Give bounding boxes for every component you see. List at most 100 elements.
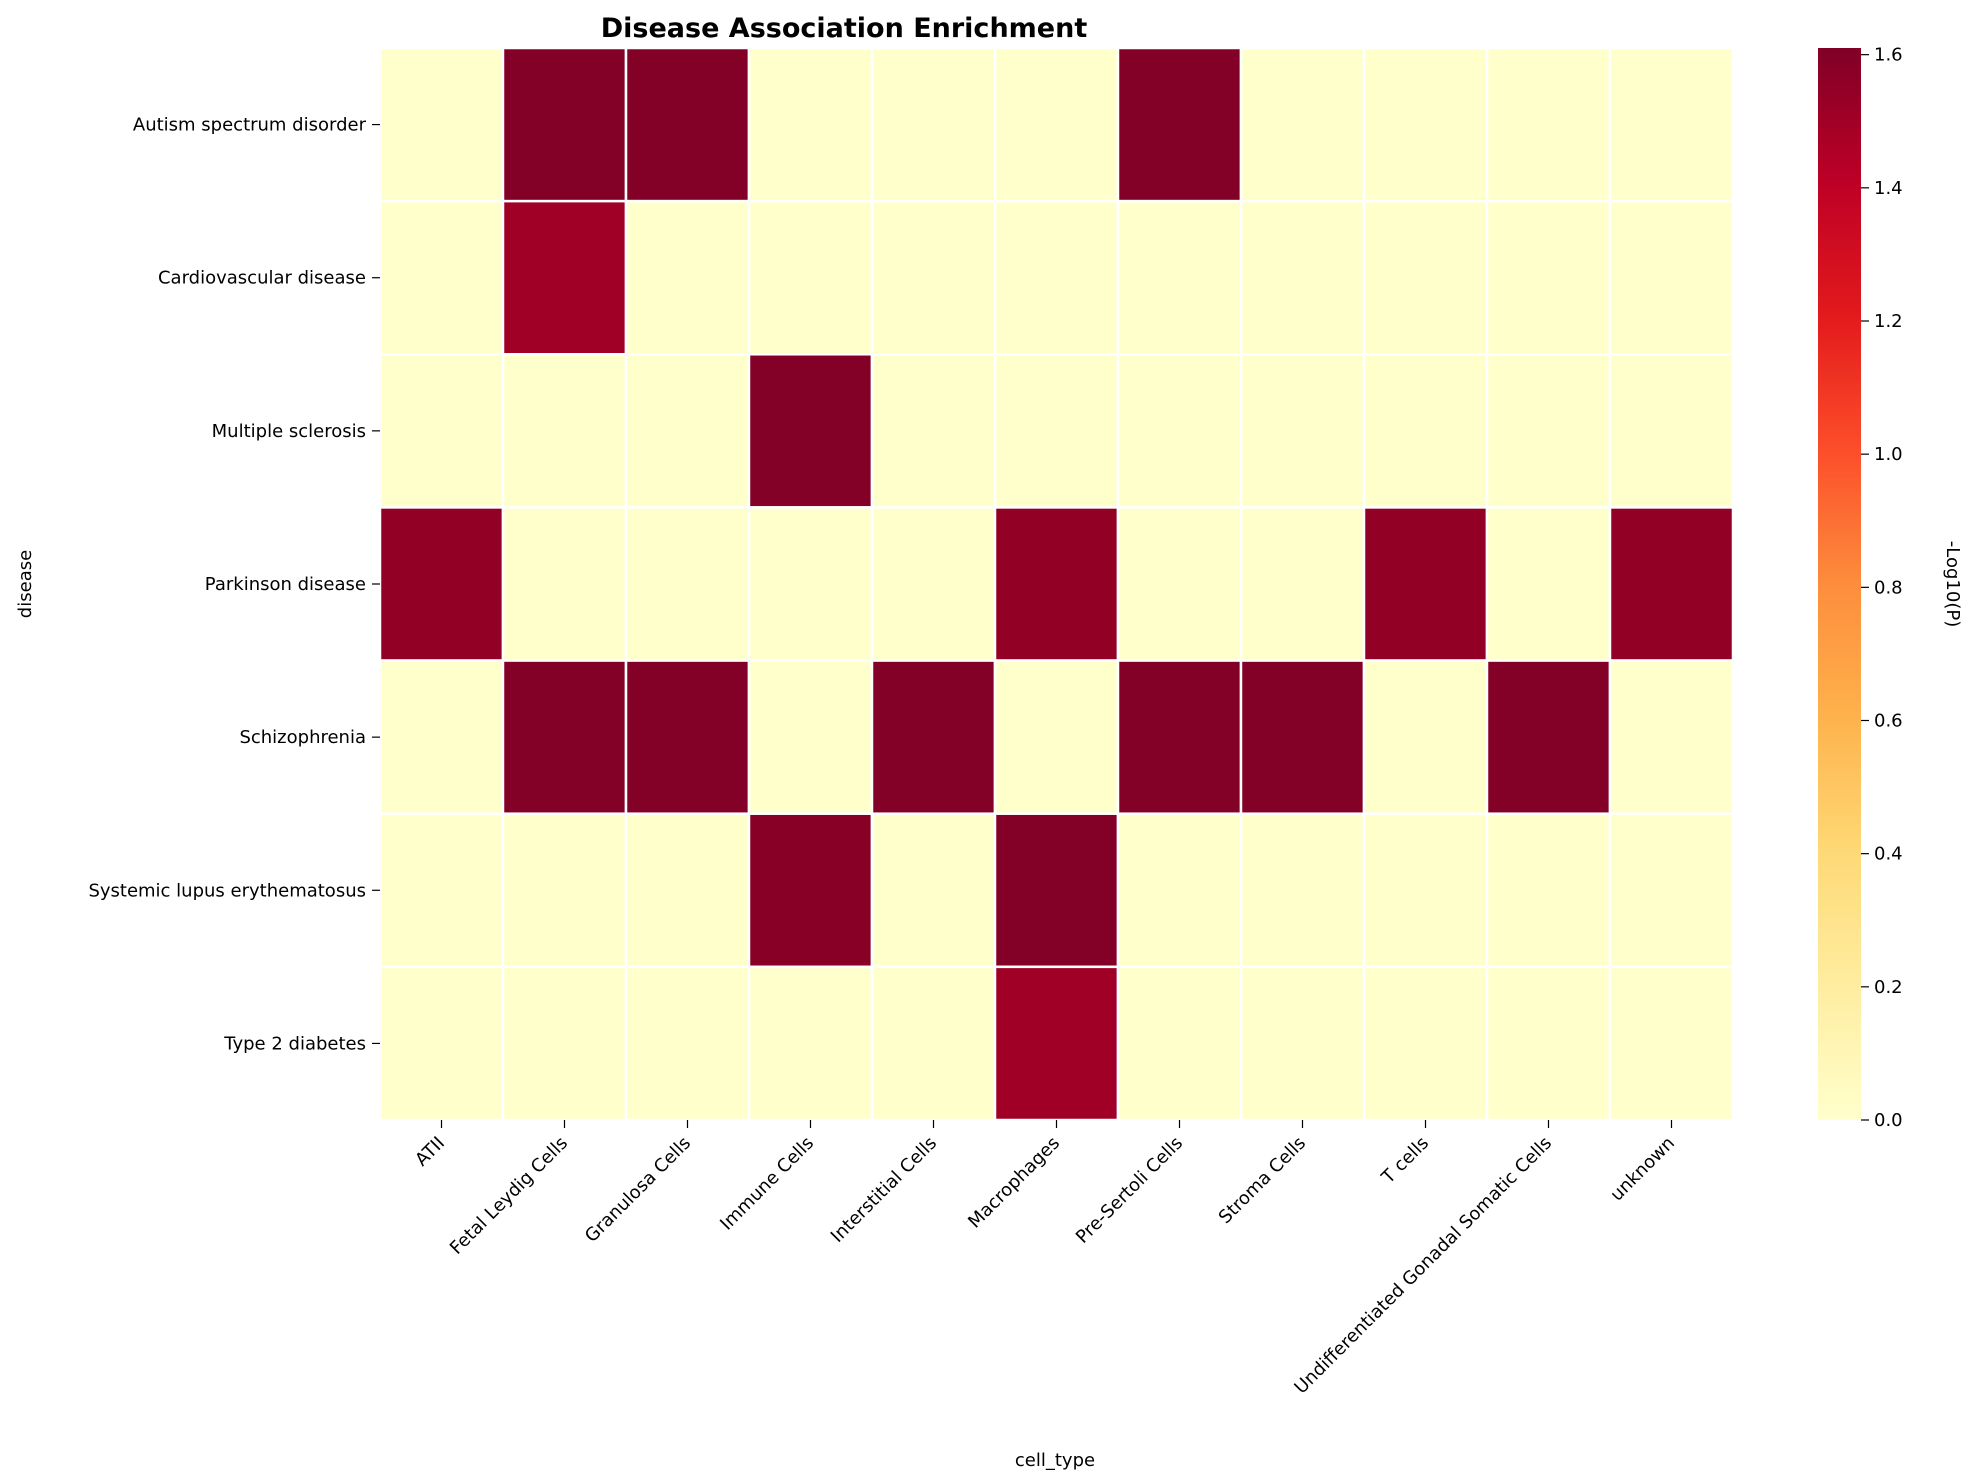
- heatmap-cell: [501, 965, 628, 1122]
- y-tick-label: Parkinson disease: [205, 574, 366, 595]
- heatmap-cell: [747, 659, 874, 815]
- chart-title: Disease Association Enrichment: [601, 13, 1088, 44]
- heatmap-cell: [1239, 965, 1366, 1122]
- colorbar-label: -Log10(P): [1942, 541, 1961, 627]
- y-tick-label: Systemic lupus erythematosus: [88, 880, 366, 901]
- heatmap-cell: [993, 46, 1120, 203]
- heatmap-cell: [993, 506, 1120, 662]
- x-tick-label: Stroma Cells: [1215, 1133, 1310, 1228]
- x-tick-label: unknown: [1606, 1133, 1679, 1206]
- heatmap-cell: [870, 659, 997, 815]
- heatmap-cell: [378, 506, 505, 662]
- heatmap-cell: [378, 812, 505, 969]
- x-tick-label: Granulosa Cells: [581, 1133, 695, 1247]
- heatmap-cell: [1239, 659, 1366, 815]
- y-tick-label: Schizophrenia: [239, 727, 366, 748]
- x-tick-label: Interstitial Cells: [827, 1133, 941, 1247]
- heatmap-cell: [1239, 506, 1366, 662]
- heatmap-cell: [1485, 965, 1612, 1122]
- heatmap-cell: [993, 353, 1120, 509]
- heatmap-cell: [1485, 353, 1612, 509]
- heatmap-cell: [1116, 965, 1243, 1122]
- heatmap-cell: [1608, 353, 1735, 509]
- heatmap-cell: [870, 46, 997, 203]
- heatmap-cell: [747, 46, 874, 203]
- x-tick-label: Pre-Sertoli Cells: [1072, 1133, 1187, 1248]
- heatmap-cell: [501, 353, 628, 509]
- heatmap-cell: [624, 46, 751, 203]
- heatmap-cell: [747, 965, 874, 1122]
- heatmap-cell: [1116, 506, 1243, 662]
- heatmap-cell: [1362, 965, 1489, 1122]
- x-tick-label: Fetal Leydig Cells: [446, 1133, 572, 1259]
- x-tick-label: Undifferentiated Gonadal Somatic Cells: [1290, 1133, 1556, 1399]
- heatmap-cell: [624, 506, 751, 662]
- heatmap-cell: [378, 353, 505, 509]
- colorbar-tick-label: 0.4: [1874, 844, 1903, 865]
- heatmap-cell: [993, 199, 1120, 356]
- heatmap-cell: [1608, 812, 1735, 969]
- heatmap-cell: [1116, 46, 1243, 203]
- heatmap-cell: [501, 506, 628, 662]
- heatmap-cell: [1608, 659, 1735, 815]
- colorbar-gradient: [1818, 48, 1861, 1120]
- heatmap-cell: [1485, 812, 1612, 969]
- y-tick-label: Type 2 diabetes: [223, 1033, 366, 1054]
- colorbar-tick-label: 1.2: [1874, 311, 1903, 332]
- colorbar-ticks: 0.0 0.2 0.4 0.6 0.8 1.0 1.2 1.4 1.6: [1861, 45, 1903, 1131]
- y-axis-label: disease: [15, 550, 36, 618]
- colorbar-tick-label: 0.2: [1874, 977, 1903, 998]
- heatmap-cell: [870, 965, 997, 1122]
- heatmap-cell: [501, 659, 628, 815]
- heatmap-cell: [624, 965, 751, 1122]
- heatmap-cell: [1485, 199, 1612, 356]
- heatmap-cell: [1608, 199, 1735, 356]
- heatmap-cell: [1362, 812, 1489, 969]
- heatmap-cell: [870, 812, 997, 969]
- heatmap-cell: [624, 812, 751, 969]
- heatmap-cell: [1485, 506, 1612, 662]
- x-tick-label: Immune Cells: [716, 1133, 818, 1235]
- heatmap-cell: [1608, 506, 1735, 662]
- heatmap-cell: [747, 506, 874, 662]
- colorbar-tick-label: 1.4: [1874, 178, 1903, 199]
- x-tick-label: T cells: [1377, 1133, 1433, 1189]
- x-tick-label: Macrophages: [964, 1133, 1064, 1233]
- heatmap-cell: [870, 506, 997, 662]
- y-axis-ticks: Autism spectrum disorder Cardiovascular d…: [88, 115, 380, 1054]
- heatmap-cell: [747, 199, 874, 356]
- heatmap-cell: [1239, 199, 1366, 356]
- heatmap-cell: [1116, 199, 1243, 356]
- heatmap-cell: [624, 353, 751, 509]
- heatmap-cell: [1239, 46, 1366, 203]
- heatmap-cell: [378, 965, 505, 1122]
- heatmap-cell: [1239, 353, 1366, 509]
- heatmap-cell: [993, 965, 1120, 1122]
- y-tick-label: Autism spectrum disorder: [133, 115, 367, 136]
- heatmap-cell: [993, 659, 1120, 815]
- colorbar-tick-label: 1.0: [1874, 444, 1903, 465]
- heatmap-cell: [624, 659, 751, 815]
- heatmap-cell: [747, 812, 874, 969]
- colorbar: 0.0 0.2 0.4 0.6 0.8 1.0 1.2 1.4 1.6 -Log10(P): [1818, 45, 1961, 1131]
- heatmap-cell: [1362, 46, 1489, 203]
- heatmap-cell: [870, 353, 997, 509]
- heatmap-cell: [501, 199, 628, 356]
- heatmap-cell: [1362, 506, 1489, 662]
- heatmap-cell: [1362, 353, 1489, 509]
- heatmap-cell: [1362, 199, 1489, 356]
- heatmap-cell: [378, 199, 505, 356]
- colorbar-tick-label: 0.0: [1874, 1110, 1903, 1131]
- heatmap-cell: [1239, 812, 1366, 969]
- heatmap-cell: [501, 812, 628, 969]
- heatmap-cell: [1485, 46, 1612, 203]
- x-tick-label: ATII: [411, 1133, 449, 1171]
- colorbar-tick-label: 0.8: [1874, 577, 1903, 598]
- colorbar-tick-label: 1.6: [1874, 45, 1903, 66]
- heatmap-cell: [378, 46, 505, 203]
- y-tick-label: Cardiovascular disease: [158, 268, 366, 289]
- heatmap-cell: [1116, 353, 1243, 509]
